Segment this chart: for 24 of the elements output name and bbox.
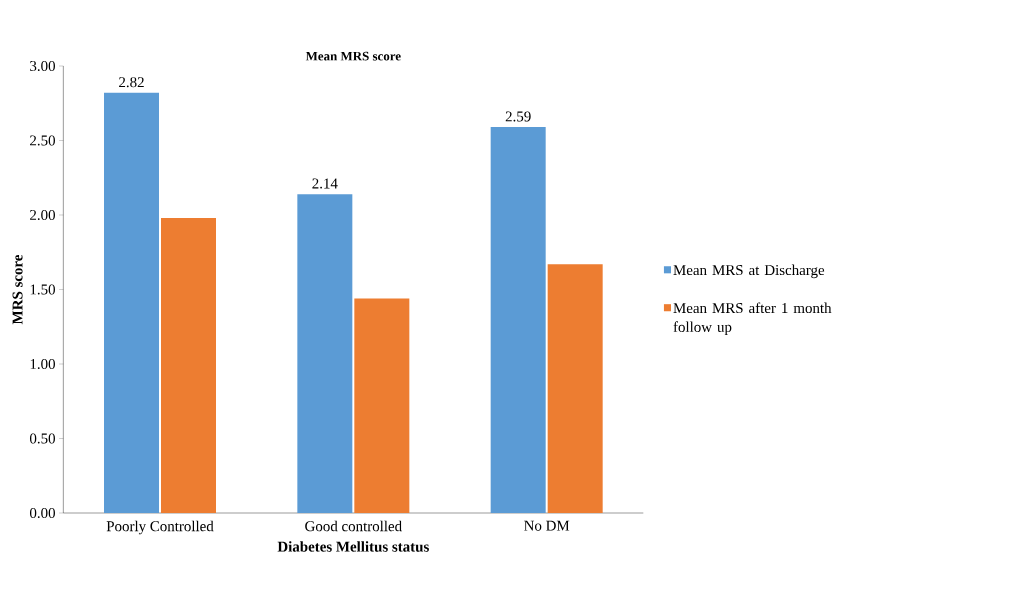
y-tick-label: 2.00: [30, 209, 55, 221]
x-axis-title: Diabetes Mellitus status: [277, 541, 429, 552]
bar: [354, 298, 410, 513]
y-axis-title: MRS score: [12, 254, 23, 325]
y-tick-label: 1.00: [30, 358, 55, 370]
legend-label: Mean MRS at Discharge: [673, 264, 825, 279]
data-label: 2.14: [312, 178, 338, 189]
y-tick-label: 3.00: [30, 60, 55, 72]
bar: [297, 194, 353, 513]
y-tick-label: 0.00: [29, 507, 55, 519]
chart-title: Mean MRS score: [305, 51, 401, 61]
data-label: 2.82: [119, 77, 144, 88]
x-tick-label: No DM: [524, 520, 570, 531]
x-tick-label: Poorly Controlled: [106, 520, 214, 535]
x-tick-label: Good controlled: [305, 520, 402, 532]
bar: [104, 92, 159, 513]
bar: [547, 264, 603, 513]
bar: [161, 217, 216, 513]
y-tick-label: 2.50: [30, 135, 55, 146]
data-label: 2.59: [505, 111, 531, 122]
y-tick-label: 1.50: [30, 284, 55, 295]
y-tick-label: 0.50: [29, 433, 55, 444]
legend-label: Mean MRS after 1 month follow up: [673, 302, 832, 336]
bar: [490, 127, 546, 513]
